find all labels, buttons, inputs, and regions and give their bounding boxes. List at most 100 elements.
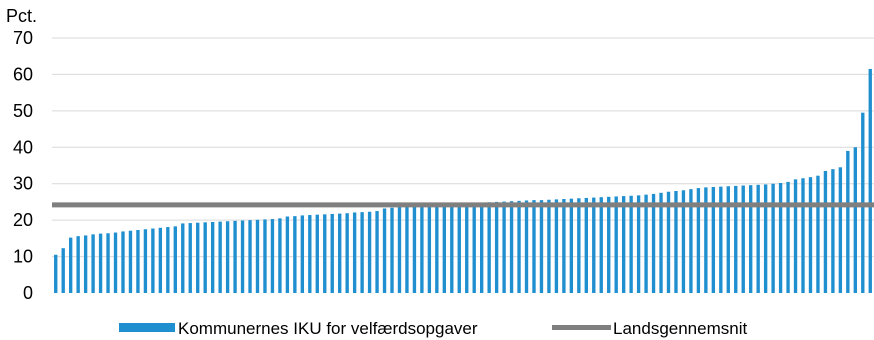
bar xyxy=(607,196,611,293)
bar xyxy=(756,184,760,293)
bar xyxy=(308,215,312,293)
bar xyxy=(524,200,529,293)
legend-swatch-bars xyxy=(119,323,175,332)
bar xyxy=(76,236,80,293)
bar xyxy=(390,207,394,293)
y-tick-label: 30 xyxy=(13,174,33,194)
bar xyxy=(143,229,148,293)
bar xyxy=(651,193,656,293)
bar xyxy=(749,185,753,293)
bar xyxy=(83,235,88,293)
bar xyxy=(823,170,828,293)
bar xyxy=(345,213,349,293)
bar xyxy=(293,216,297,293)
bar xyxy=(569,198,574,293)
y-tick-label: 60 xyxy=(13,64,33,84)
gridlines xyxy=(52,37,874,258)
bar xyxy=(69,237,73,293)
bar xyxy=(614,196,618,293)
bar xyxy=(128,230,133,293)
bar xyxy=(621,196,626,293)
bar xyxy=(181,223,185,293)
legend-label-bars: Kommunernes IKU for velfærdsopgaver xyxy=(178,319,478,338)
bar xyxy=(539,200,544,293)
bar xyxy=(816,175,820,293)
bar xyxy=(151,228,155,293)
bar xyxy=(711,186,716,293)
bar xyxy=(233,220,237,293)
bar xyxy=(240,220,245,293)
bar xyxy=(801,178,805,293)
bar xyxy=(771,183,775,293)
bar xyxy=(397,207,402,293)
bar xyxy=(300,215,305,293)
bar xyxy=(562,199,566,293)
bar xyxy=(577,198,581,293)
y-tick-label: 40 xyxy=(13,137,33,157)
bar xyxy=(435,205,439,293)
bar xyxy=(778,182,783,293)
bar xyxy=(173,226,177,293)
bar xyxy=(188,223,192,293)
y-tick-label: 70 xyxy=(13,28,33,48)
bar xyxy=(338,213,342,293)
bar xyxy=(689,189,693,293)
bar xyxy=(457,204,461,293)
y-axis-tick-labels: 0 10 20 30 40 50 60 70 xyxy=(13,28,33,303)
bar xyxy=(210,221,215,293)
bar xyxy=(726,186,730,293)
bar xyxy=(480,202,484,293)
bar xyxy=(763,184,768,293)
y-tick-label: 0 xyxy=(23,283,33,303)
bar xyxy=(61,248,65,293)
bar xyxy=(263,219,267,293)
bar xyxy=(734,185,738,293)
bar xyxy=(532,200,536,293)
y-tick-label: 20 xyxy=(13,210,33,230)
bar xyxy=(330,213,334,293)
bar xyxy=(659,192,663,293)
bar xyxy=(704,187,708,293)
bar xyxy=(599,197,603,293)
bar xyxy=(405,206,409,293)
bar xyxy=(674,191,678,293)
bar xyxy=(367,211,372,293)
bar xyxy=(487,202,491,293)
bar xyxy=(696,188,701,293)
bar xyxy=(382,208,387,293)
legend: Kommunernes IKU for velfærdsopgaver Land… xyxy=(119,319,747,338)
bar xyxy=(255,219,260,293)
bar xyxy=(868,68,872,294)
bar xyxy=(91,234,95,293)
bar xyxy=(846,150,850,293)
bar xyxy=(808,177,813,293)
bar xyxy=(472,203,476,293)
y-axis-unit-label: Pct. xyxy=(6,6,37,26)
bar xyxy=(352,212,357,293)
bar xyxy=(121,231,125,293)
bar xyxy=(166,227,170,293)
bar xyxy=(136,229,140,293)
bar xyxy=(547,199,551,293)
bar xyxy=(106,233,110,293)
bar xyxy=(793,179,798,293)
bar xyxy=(741,185,745,293)
bar xyxy=(838,167,843,293)
bar xyxy=(225,221,230,293)
bar xyxy=(113,232,118,293)
bar xyxy=(465,203,469,293)
bar xyxy=(450,204,454,293)
bar xyxy=(285,216,290,293)
bar-series xyxy=(54,68,872,294)
bar xyxy=(681,190,686,293)
bar xyxy=(248,220,252,293)
bar xyxy=(420,205,424,293)
bar xyxy=(786,181,790,293)
bar xyxy=(360,212,364,293)
bar xyxy=(278,218,282,293)
bar xyxy=(666,191,671,293)
bar xyxy=(98,233,103,293)
bar xyxy=(502,201,506,293)
legend-label-line: Landsgennemsnit xyxy=(613,319,747,338)
